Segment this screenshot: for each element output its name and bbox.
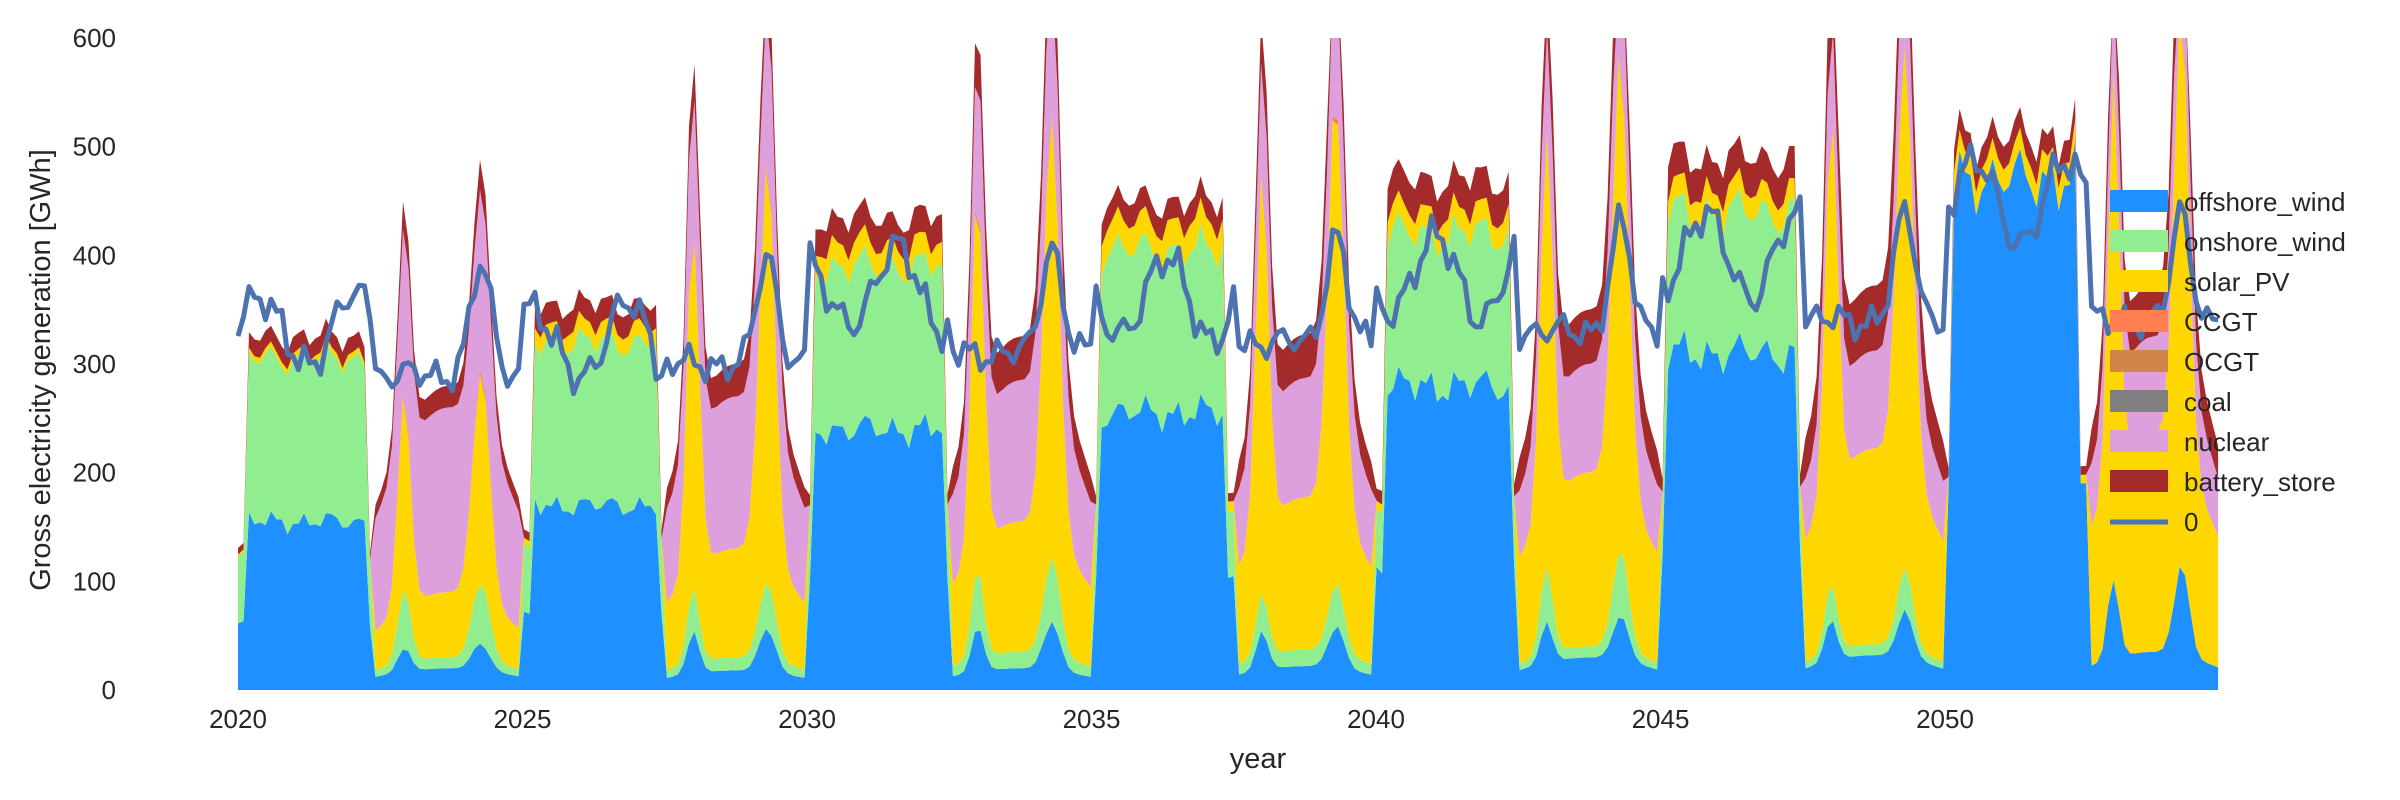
area-solar-PV [238,38,2219,671]
legend-swatch-offshore-wind [2110,190,2168,212]
x-axis-title: year [1230,743,1287,775]
legend-swatch-CCGT [2110,310,2168,332]
legend-swatch-onshore-wind [2110,230,2168,252]
x-tick-label: 2030 [778,704,836,734]
y-tick-label: 200 [73,458,116,488]
x-tick-label: 2035 [1063,704,1121,734]
y-tick-label: 0 [102,675,116,705]
y-tick-label: 400 [73,240,116,270]
area-battery-store [238,38,2219,560]
legend-label: 0 [2184,507,2198,537]
line-series-0 [235,142,2219,397]
legend-label: offshore_wind [2184,187,2345,217]
y-tick-label: 100 [73,566,116,596]
x-tick-label: 2025 [494,704,552,734]
legend-swatch-nuclear [2110,430,2168,452]
y-tick-label: 300 [73,349,116,379]
legend: offshore_wind onshore_wind solar_PV CCGT OCG… [2110,187,2346,537]
legend-swatch-battery-store [2110,470,2168,492]
legend-label: solar_PV [2184,267,2290,297]
x-tick-label: 2045 [1632,704,1690,734]
x-tick-label: 2020 [209,704,267,734]
y-tick-label: 600 [73,23,116,53]
y-axis-ticks: 0 100 200 300 400 500 600 [73,23,116,705]
x-tick-label: 2040 [1347,704,1405,734]
stacked-areas [238,38,2219,690]
legend-label: onshore_wind [2184,227,2346,257]
area-nuclear [238,38,2219,631]
line-layer [235,142,2219,397]
legend-swatch-coal [2110,390,2168,412]
area-onshore-wind [238,140,2219,678]
legend-swatch-OCGT [2110,350,2168,372]
area-offshore-wind [238,140,2219,690]
legend-label: battery_store [2184,467,2336,497]
y-axis-title: Gross electricity generation [GWh] [25,149,57,591]
legend-swatch-solar-PV [2110,270,2168,292]
legend-label: OCGT [2184,347,2259,377]
legend-label: CCGT [2184,307,2258,337]
legend-label: coal [2184,387,2232,417]
x-axis-ticks: 2020 2025 2030 2035 2040 2045 2050 [209,704,1974,734]
x-tick-label: 2050 [1916,704,1974,734]
y-tick-label: 500 [73,132,116,162]
legend-label: nuclear [2184,427,2270,457]
